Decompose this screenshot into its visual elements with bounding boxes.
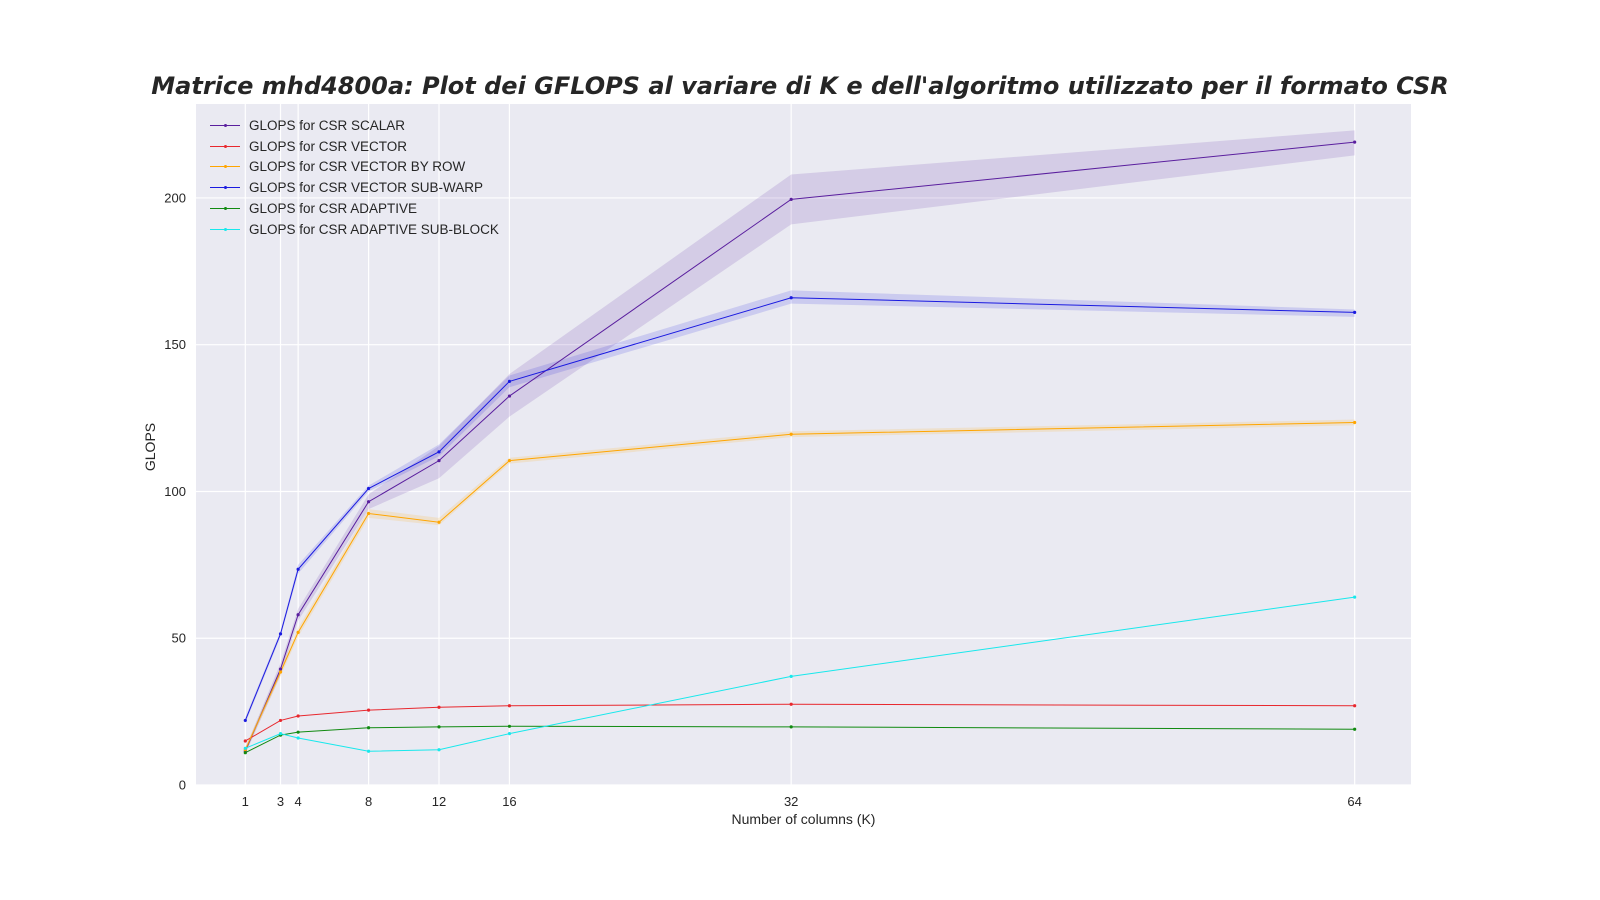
- chart-title: Matrice mhd4800a: Plot dei GFLOPS al var…: [151, 72, 1449, 100]
- x-tick-labels: 1 3 4 8 12 16 32 64: [242, 794, 1362, 809]
- series-4-point: [366, 726, 371, 730]
- series-2-point: [296, 630, 300, 634]
- series-5-point: [1353, 595, 1357, 599]
- series-2-point: [437, 520, 441, 524]
- y-tick-label: 100: [164, 484, 186, 499]
- series-1-point: [243, 739, 247, 743]
- legend-label: GLOPS for CSR SCALAR: [249, 117, 406, 133]
- y-axis-label: GLOPS: [142, 423, 158, 471]
- x-tick-label: 8: [365, 794, 372, 809]
- series-0-line: [244, 141, 1355, 752]
- series-4-point: [1353, 727, 1357, 731]
- legend-entry: GLOPS for CSR SCALAR: [210, 115, 499, 136]
- series-2-point: [507, 459, 512, 463]
- series-5-point: [278, 732, 283, 736]
- legend-entry: GLOPS for CSR VECTOR SUB-WARP: [210, 177, 499, 198]
- confidence-bands: [245, 130, 1355, 755]
- x-tick-label: 64: [1347, 794, 1361, 809]
- y-tick-label: 200: [164, 190, 186, 205]
- x-tick-label: 12: [432, 794, 446, 809]
- y-tick-labels: 0 50 100 150 200: [164, 190, 186, 792]
- x-tick-label: 1: [242, 794, 249, 809]
- series-5-point: [243, 746, 247, 750]
- series-3-point: [507, 379, 512, 383]
- series-4-point: [789, 725, 793, 729]
- series-0-point: [296, 613, 300, 617]
- series-0-point: [1353, 140, 1357, 144]
- legend: GLOPS for CSR SCALAR GLOPS for CSR VECTOR…: [210, 115, 499, 240]
- series-1-point: [296, 714, 300, 718]
- legend-entry: GLOPS for CSR VECTOR BY ROW: [210, 157, 499, 178]
- series-4-point: [437, 725, 441, 729]
- legend-swatch: [210, 224, 240, 234]
- series-1-point: [278, 718, 283, 723]
- series-1-line: [245, 703, 1355, 742]
- series-5-point: [507, 732, 512, 736]
- legend-label: GLOPS for CSR VECTOR BY ROW: [249, 159, 466, 175]
- series-2-point: [789, 432, 793, 436]
- series-2-point: [278, 670, 283, 674]
- plot-area: [196, 104, 1411, 785]
- series-1-point: [789, 702, 793, 706]
- series-3-point: [789, 296, 793, 300]
- series-0-point: [507, 394, 512, 398]
- legend-label: GLOPS for CSR ADAPTIVE SUB-BLOCK: [249, 221, 499, 237]
- series-5-point: [437, 748, 441, 752]
- x-tick-label: 3: [277, 794, 284, 809]
- x-tick-label: 32: [784, 794, 798, 809]
- series-1-point: [366, 708, 371, 712]
- series-0-point: [437, 459, 441, 463]
- series-3-point: [243, 718, 247, 723]
- series-1-point: [1353, 704, 1357, 708]
- series-3-point: [366, 486, 371, 491]
- legend-label: GLOPS for CSR VECTOR: [249, 138, 408, 154]
- y-tick-label: 50: [172, 631, 186, 646]
- series-3-point: [1353, 310, 1357, 315]
- series-0-point: [789, 197, 793, 201]
- legend-swatch: [210, 183, 240, 193]
- series-4-point: [296, 730, 300, 734]
- legend-swatch: [210, 141, 240, 151]
- legend-swatch: [210, 162, 240, 172]
- y-tick-label: 150: [164, 337, 186, 352]
- x-axis-label: Number of columns (K): [732, 811, 876, 827]
- series-1-point: [437, 705, 441, 709]
- legend-entry: GLOPS for CSR VECTOR: [210, 136, 499, 157]
- series-2-point: [366, 511, 371, 516]
- y-tick-label: 0: [179, 778, 186, 793]
- legend-entry: GLOPS for CSR ADAPTIVE: [210, 198, 499, 219]
- series-points: [243, 140, 1357, 755]
- series-4-point: [243, 751, 247, 755]
- series-2-point: [1353, 420, 1357, 425]
- x-tick-label: 16: [502, 794, 516, 809]
- series-3-line: [244, 297, 1355, 721]
- series-4-point: [507, 724, 512, 728]
- series-2-line: [244, 421, 1355, 750]
- legend-label: GLOPS for CSR VECTOR SUB-WARP: [249, 180, 484, 196]
- series-5-point: [296, 736, 300, 740]
- series-5-point: [366, 749, 371, 753]
- legend-swatch: [210, 204, 240, 214]
- series-0-point: [366, 500, 371, 504]
- series-5-line: [245, 596, 1355, 752]
- legend-label: GLOPS for CSR ADAPTIVE: [249, 201, 418, 217]
- series-lines: [244, 141, 1355, 754]
- series-0-point: [278, 667, 283, 671]
- series-0-band: [245, 130, 1355, 755]
- series-3-point: [437, 450, 441, 454]
- x-tick-label: 4: [295, 794, 302, 809]
- legend-entry: GLOPS for CSR ADAPTIVE SUB-BLOCK: [210, 219, 499, 240]
- legend-swatch: [210, 120, 240, 130]
- series-1-point: [507, 704, 512, 708]
- series-3-point: [296, 567, 300, 571]
- series-3-point: [278, 632, 283, 636]
- series-5-point: [789, 674, 793, 678]
